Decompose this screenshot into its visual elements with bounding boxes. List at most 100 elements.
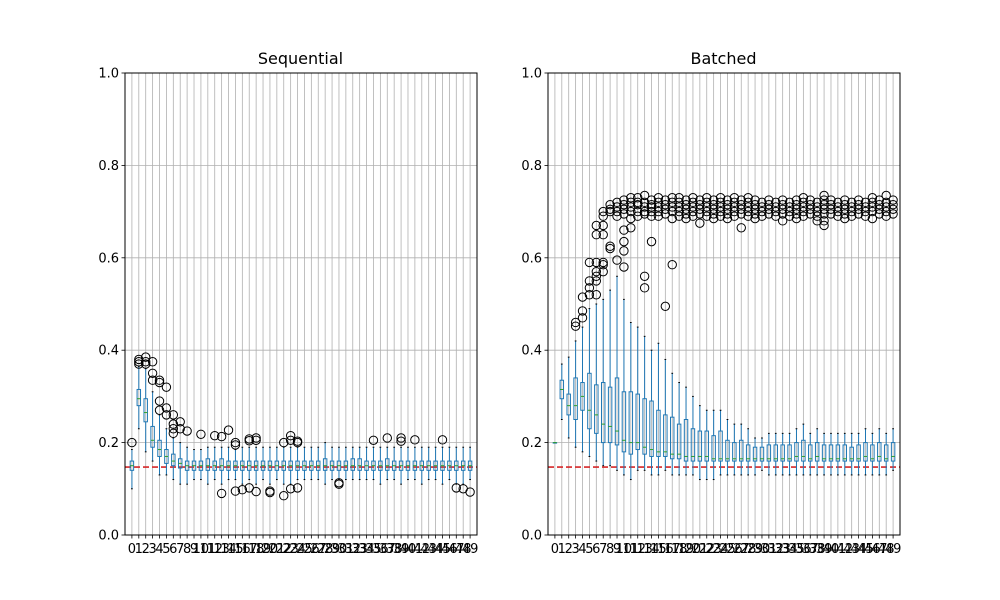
flier-point — [646, 199, 657, 210]
flier-point — [722, 195, 733, 205]
flier-point — [819, 204, 829, 214]
flier-point — [334, 479, 344, 489]
x-tick-label: 7 — [176, 542, 184, 557]
box-28 — [743, 193, 753, 476]
axes-frame-sequential — [124, 72, 478, 536]
flier-point — [674, 211, 684, 221]
flier-point — [771, 206, 781, 217]
flier-point — [819, 220, 829, 231]
x-tick-label: 15 — [227, 542, 244, 557]
box-body — [780, 444, 785, 462]
x-tick-label: 36 — [372, 542, 389, 557]
box-body — [594, 384, 599, 434]
box-13 — [216, 431, 227, 499]
flier-point — [764, 195, 774, 205]
flier-point — [251, 486, 261, 497]
flier-point — [846, 211, 857, 221]
flier-point — [777, 199, 788, 210]
flier-point — [175, 417, 185, 427]
flier-point — [681, 199, 691, 210]
x-tick-label: 19 — [678, 542, 695, 557]
flier-point — [639, 202, 650, 212]
x-tick-label: 4 — [578, 542, 586, 557]
flier-point — [833, 211, 843, 221]
flier-point — [702, 197, 712, 208]
y-tick-label: 1.0 — [521, 67, 542, 82]
boxes-sequential — [127, 352, 475, 501]
flier-point — [612, 206, 622, 217]
x-tick-label: 34 — [781, 542, 798, 557]
flier-point — [584, 257, 595, 268]
flier-point — [674, 197, 684, 208]
flier-point — [161, 403, 172, 413]
box-21 — [274, 446, 280, 481]
flier-point — [646, 211, 657, 221]
box-body — [849, 446, 854, 462]
x-tick-label: 5 — [585, 542, 593, 557]
panel-batched: Batched 0.00.20.40.60.81.0 0123456789101… — [521, 49, 901, 557]
flier-point — [722, 213, 733, 224]
flier-point — [784, 197, 795, 208]
box-23 — [708, 195, 719, 481]
flier-point — [840, 209, 850, 219]
flier-point — [757, 206, 767, 217]
x-tick-label: 11 — [200, 542, 217, 557]
y-tick-label: 1.0 — [98, 67, 119, 82]
box-49 — [888, 195, 898, 471]
flier-point — [874, 204, 884, 214]
x-tick-label: 12 — [206, 542, 223, 557]
box-8 — [182, 426, 192, 485]
box-49 — [465, 446, 475, 497]
box-13 — [639, 190, 650, 471]
y-tick-label: 0.0 — [98, 529, 119, 544]
flier-point — [626, 202, 636, 212]
flier-point — [736, 199, 746, 210]
box-37 — [805, 195, 815, 476]
x-tick-label: 28 — [317, 542, 334, 557]
box-body — [828, 444, 834, 462]
box-22 — [279, 437, 289, 501]
x-tick-label: 46 — [864, 542, 881, 557]
box-39 — [396, 433, 406, 485]
flier-point — [230, 486, 241, 496]
flier-point — [708, 199, 719, 210]
box-0 — [127, 437, 137, 490]
flier-point — [584, 283, 595, 293]
box-41 — [410, 435, 420, 481]
flier-point — [251, 433, 261, 443]
flier-point — [161, 382, 172, 392]
flier-point — [154, 396, 165, 406]
flier-point — [688, 193, 698, 203]
box-body — [794, 442, 799, 462]
flier-point — [812, 216, 822, 226]
box-1 — [559, 363, 565, 420]
flier-point — [805, 199, 815, 210]
y-tick-label: 0.8 — [521, 159, 542, 174]
box-body — [814, 442, 820, 462]
x-tick-label: 8 — [606, 542, 614, 557]
box-7 — [598, 206, 608, 467]
x-tick-label: 14 — [220, 542, 237, 557]
box-6 — [168, 410, 179, 481]
box-body — [856, 444, 861, 462]
flier-point — [833, 206, 843, 217]
box-33 — [357, 446, 362, 481]
x-tick-label: 35 — [788, 542, 805, 557]
flier-point — [722, 199, 733, 210]
flier-point — [777, 195, 788, 205]
x-tick-label: 1 — [558, 542, 566, 557]
box-43 — [426, 446, 431, 481]
box-body — [842, 444, 848, 462]
flier-point — [660, 199, 671, 210]
flier-point — [605, 199, 615, 210]
box-20 — [265, 446, 275, 498]
flier-point — [619, 204, 629, 214]
box-3 — [570, 317, 581, 448]
flier-point — [605, 204, 615, 214]
flier-point — [798, 202, 809, 212]
x-tick-label: 17 — [241, 542, 258, 557]
x-tick-label: 10 — [193, 542, 210, 557]
flier-point — [598, 230, 608, 240]
flier-point — [819, 195, 829, 205]
box-body — [883, 444, 889, 462]
